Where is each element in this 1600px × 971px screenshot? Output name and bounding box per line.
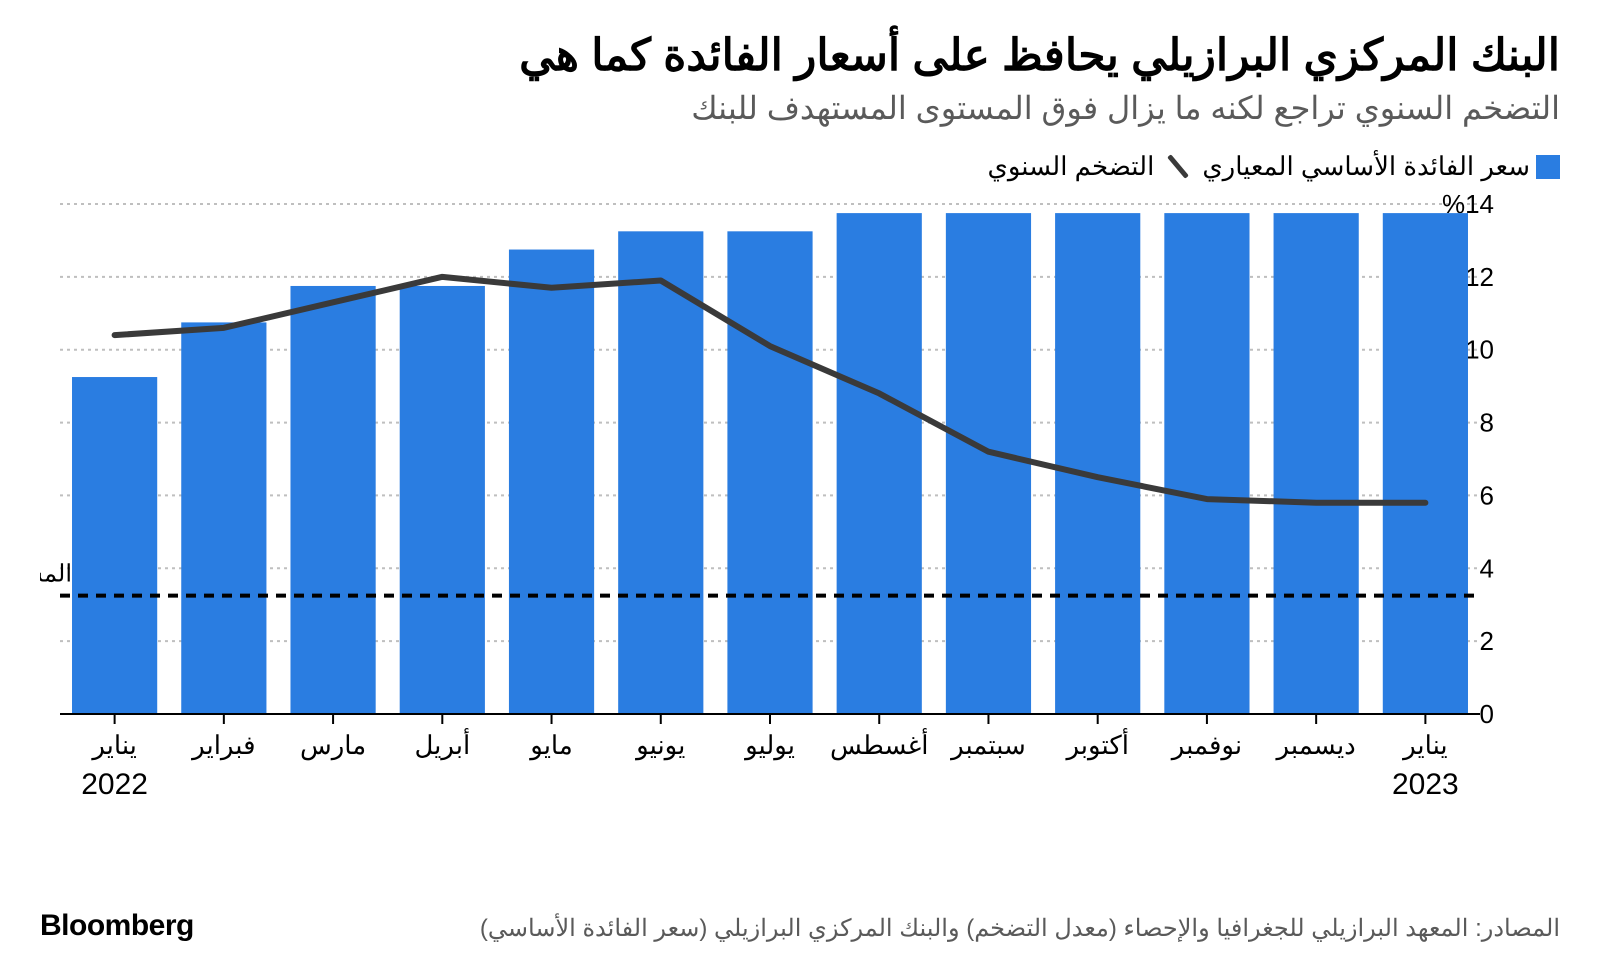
svg-text:مارس: مارس	[300, 730, 366, 761]
chart-area: 024681012%14المستوى المستهدف للتضخميناير…	[40, 194, 1560, 824]
svg-text:سبتمبر: سبتمبر	[949, 730, 1026, 761]
chart-legend: سعر الفائدة الأساسي المعياري التضخم السن…	[40, 151, 1560, 182]
bar	[946, 213, 1031, 714]
svg-text:ديسمبر: ديسمبر	[1275, 730, 1356, 761]
bar	[1055, 213, 1140, 714]
svg-text:4: 4	[1480, 553, 1494, 583]
chart-svg: 024681012%14المستوى المستهدف للتضخميناير…	[40, 194, 1560, 824]
legend-bar-label: سعر الفائدة الأساسي المعياري	[1202, 151, 1530, 182]
bar	[1274, 213, 1359, 714]
svg-text:أغسطس: أغسطس	[830, 727, 929, 761]
brand-logo: Bloomberg	[40, 909, 194, 943]
legend-line-label: التضخم السنوي	[987, 151, 1154, 182]
svg-text:أكتوبر: أكتوبر	[1064, 727, 1128, 761]
svg-text:12: 12	[1465, 262, 1494, 292]
svg-text:يونيو: يونيو	[634, 730, 685, 761]
svg-text:0: 0	[1480, 699, 1494, 729]
svg-text:المستوى المستهدف للتضخم: المستوى المستهدف للتضخم	[40, 561, 72, 588]
bar	[837, 213, 922, 714]
svg-text:2022: 2022	[81, 768, 148, 801]
svg-text:يناير: يناير	[90, 730, 137, 761]
svg-text:6: 6	[1480, 480, 1494, 510]
svg-text:مايو: مايو	[528, 730, 573, 761]
source-text: المصادر: المعهد البرازيلي للجغرافيا والإ…	[480, 914, 1560, 943]
bar	[618, 231, 703, 714]
svg-text:أبريل: أبريل	[414, 727, 470, 761]
svg-text:10: 10	[1465, 335, 1494, 365]
svg-text:2: 2	[1480, 626, 1494, 656]
chart-title: البنك المركزي البرازيلي يحافظ على أسعار …	[40, 30, 1560, 81]
chart-subtitle: التضخم السنوي تراجع لكنه ما يزال فوق الم…	[40, 89, 1560, 127]
bar	[72, 377, 157, 714]
svg-text:يوليو: يوليو	[743, 730, 795, 761]
svg-text:2023: 2023	[1392, 768, 1459, 801]
legend-bar-swatch	[1536, 155, 1560, 179]
bar	[400, 286, 485, 714]
bar	[509, 250, 594, 714]
bar	[1383, 213, 1468, 714]
svg-text:يناير: يناير	[1401, 730, 1448, 761]
bar	[181, 322, 266, 714]
legend-line-swatch	[1167, 154, 1189, 179]
bar	[1164, 213, 1249, 714]
svg-text:فبراير: فبراير	[190, 730, 255, 761]
svg-text:8: 8	[1480, 408, 1494, 438]
svg-text:نوفمبر: نوفمبر	[1170, 730, 1242, 761]
bar	[727, 231, 812, 714]
bar	[290, 286, 375, 714]
